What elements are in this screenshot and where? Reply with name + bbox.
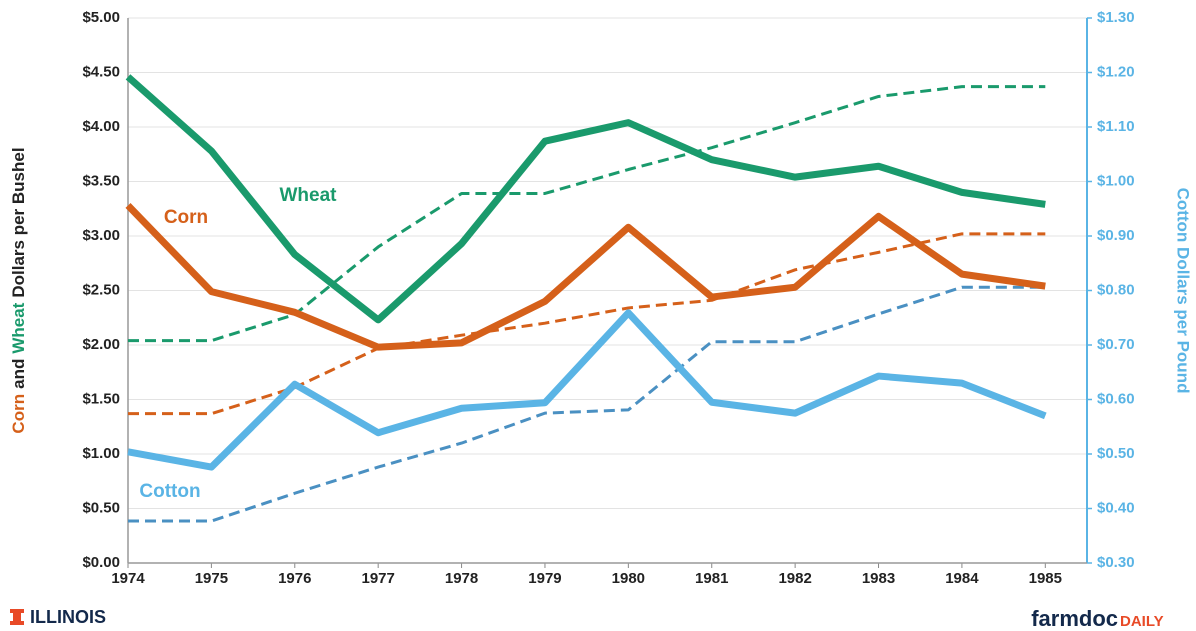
series-label: Corn xyxy=(164,207,208,228)
y-tick-label: $3.50 xyxy=(82,172,120,189)
x-tick-label: 1974 xyxy=(111,570,145,587)
y-axis-label: Corn and Wheat Dollars per Bushel xyxy=(9,147,28,433)
y2-tick-label: $0.50 xyxy=(1097,445,1135,462)
y-tick-label: $5.00 xyxy=(82,9,120,26)
y2-tick-label: $1.10 xyxy=(1097,118,1135,135)
footer-right-accent: DAILY xyxy=(1120,613,1164,630)
footer-left: ILLINOIS xyxy=(30,607,106,627)
x-tick-label: 1982 xyxy=(778,570,811,587)
y2-tick-label: $0.70 xyxy=(1097,336,1135,353)
y2-tick-label: $0.60 xyxy=(1097,390,1135,407)
dashed-line xyxy=(128,285,1046,523)
dashed-line xyxy=(128,232,1046,416)
x-tick-label: 1983 xyxy=(862,570,895,587)
y2-tick-label: $1.30 xyxy=(1097,9,1135,26)
x-tick-label: 1977 xyxy=(361,570,394,587)
y-tick-label: $2.00 xyxy=(82,336,120,353)
y2-tick-label: $1.00 xyxy=(1097,172,1135,189)
farmdoc-logo: farmdoc DAILY xyxy=(1031,606,1163,631)
y-tick-label: $2.50 xyxy=(82,281,120,298)
y-tick-label: $0.50 xyxy=(82,499,120,516)
footer-right-main: farmdoc xyxy=(1031,606,1118,631)
y2-axis-label: Cotton Dollars per Pound xyxy=(1174,188,1193,394)
y-tick-label: $3.00 xyxy=(82,227,120,244)
y2-tick-label: $1.20 xyxy=(1097,63,1135,80)
y-tick-label: $1.50 xyxy=(82,390,120,407)
series-line xyxy=(127,309,1047,471)
series-line xyxy=(125,203,1046,351)
y-label-part: Corn xyxy=(9,394,28,434)
illinois-icon xyxy=(10,609,24,625)
x-tick-label: 1976 xyxy=(278,570,311,587)
y-label-part: Wheat xyxy=(9,302,28,353)
x-tick-label: 1979 xyxy=(528,570,561,587)
dashed-line xyxy=(128,85,1046,343)
y-tick-label: $4.00 xyxy=(82,118,120,135)
x-tick-label: 1984 xyxy=(945,570,979,587)
series-label: Wheat xyxy=(280,185,338,206)
y-tick-label: $0.00 xyxy=(82,554,120,571)
x-tick-label: 1981 xyxy=(695,570,728,587)
illinois-logo: ILLINOIS xyxy=(10,607,106,627)
x-tick-label: 1985 xyxy=(1029,570,1062,587)
y2-tick-label: $0.90 xyxy=(1097,227,1135,244)
y2-tick-label: $0.80 xyxy=(1097,281,1135,298)
x-tick-label: 1978 xyxy=(445,570,478,587)
x-tick-label: 1980 xyxy=(612,570,645,587)
series-label: Cotton xyxy=(139,481,200,502)
y-label-part: Dollars per Bushel xyxy=(9,147,28,297)
y-tick-label: $1.00 xyxy=(82,445,120,462)
x-tick-label: 1975 xyxy=(195,570,228,587)
y-label-part: and xyxy=(9,359,28,389)
y-tick-label: $4.50 xyxy=(82,63,120,80)
y2-tick-label: $0.40 xyxy=(1097,499,1135,516)
y2-tick-label: $0.30 xyxy=(1097,554,1135,571)
series-line xyxy=(125,74,1046,324)
